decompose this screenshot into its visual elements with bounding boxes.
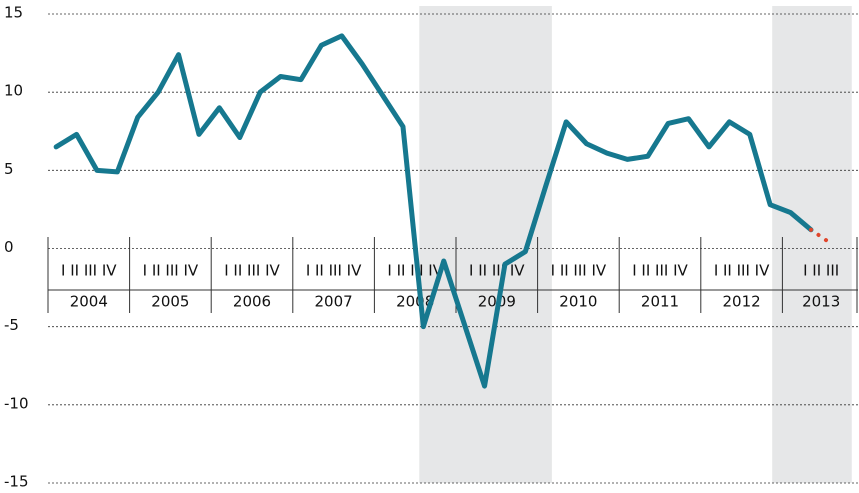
y-tick-label: 15 [4, 4, 23, 22]
quarter-labels: I II III IV [61, 262, 117, 280]
quarter-labels: I II III [803, 262, 839, 280]
shaded-period [419, 6, 552, 483]
y-tick-label: 10 [4, 82, 23, 100]
y-tick-label: -15 [4, 473, 29, 491]
year-label: 2006 [233, 293, 271, 311]
y-tick-label: 0 [4, 238, 14, 256]
year-label: 2007 [315, 293, 353, 311]
y-tick-label: 5 [4, 160, 14, 178]
year-label: 2010 [559, 293, 597, 311]
year-label: 2008 [396, 293, 434, 311]
data-line [53, 33, 814, 389]
quarter-labels: I II III IV [143, 262, 199, 280]
year-label: 2012 [723, 293, 761, 311]
quarter-labels: I II III IV [306, 262, 362, 280]
y-tick-label: -5 [4, 316, 19, 334]
year-label: 2011 [641, 293, 679, 311]
shaded-period [772, 6, 852, 483]
quarter-labels: I II III IV [224, 262, 280, 280]
quarter-labels: I II III IV [551, 262, 607, 280]
quarter-labels: I II III IV [632, 262, 688, 280]
year-label: 2005 [151, 293, 189, 311]
quarter-labels: I II III IV [469, 262, 525, 280]
year-label: 2004 [70, 293, 108, 311]
y-tick-label: -10 [4, 394, 29, 412]
quarter-labels: I II III IV [714, 262, 770, 280]
year-label: 2013 [802, 293, 840, 311]
